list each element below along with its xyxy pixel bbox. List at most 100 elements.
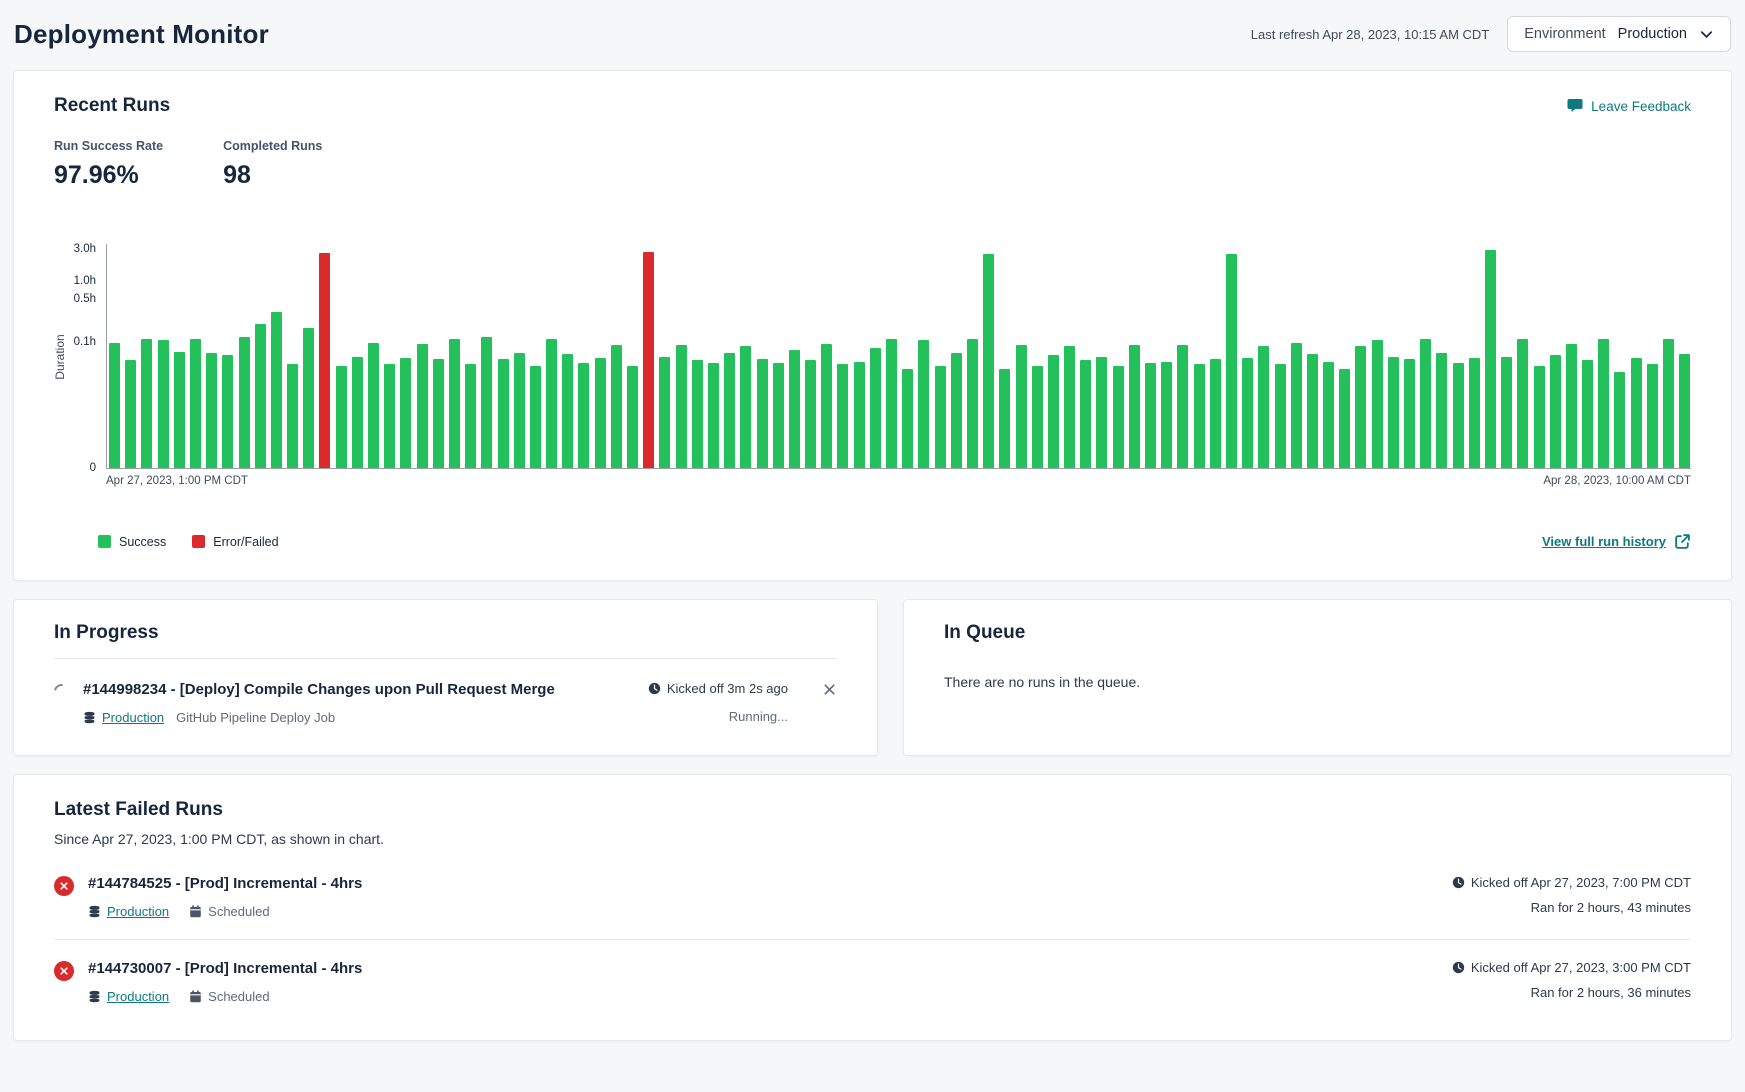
chart-bar-success[interactable] xyxy=(174,352,185,468)
chart-bar-success[interactable] xyxy=(1032,366,1043,468)
chart-bar-success[interactable] xyxy=(1275,364,1286,468)
chart-bar-success[interactable] xyxy=(724,353,735,468)
chart-bar-success[interactable] xyxy=(1485,250,1496,468)
chart-bar-success[interactable] xyxy=(1388,357,1399,468)
chart-bar-success[interactable] xyxy=(837,364,848,468)
chart-bar-success[interactable] xyxy=(1307,354,1318,468)
chart-bar-success[interactable] xyxy=(481,337,492,468)
chart-bar-success[interactable] xyxy=(255,324,266,468)
chart-bar-success[interactable] xyxy=(1129,345,1140,468)
chart-bar-success[interactable] xyxy=(773,363,784,468)
chart-bar-failed[interactable] xyxy=(319,253,330,468)
chart-bar-success[interactable] xyxy=(1080,360,1091,468)
chart-bar-success[interactable] xyxy=(1501,357,1512,468)
chart-bar-success[interactable] xyxy=(951,353,962,468)
chart-bar-success[interactable] xyxy=(659,357,670,468)
environment-link[interactable]: Production xyxy=(88,989,169,1004)
chart-bar-success[interactable] xyxy=(1048,355,1059,468)
chart-bar-success[interactable] xyxy=(158,340,169,468)
chart-bar-success[interactable] xyxy=(1550,355,1561,468)
chart-bar-success[interactable] xyxy=(789,350,800,468)
chart-bar-success[interactable] xyxy=(1534,366,1545,468)
chart-bar-success[interactable] xyxy=(546,339,557,468)
chart-bar-success[interactable] xyxy=(400,358,411,468)
chart-bar-success[interactable] xyxy=(757,359,768,468)
chart-bar-success[interactable] xyxy=(1453,363,1464,468)
chart-bar-success[interactable] xyxy=(336,366,347,468)
chart-bar-success[interactable] xyxy=(1113,366,1124,468)
chart-bar-success[interactable] xyxy=(562,354,573,468)
chart-bar-success[interactable] xyxy=(1631,358,1642,468)
dismiss-run-button[interactable] xyxy=(822,682,837,697)
leave-feedback-link[interactable]: Leave Feedback xyxy=(1567,98,1691,114)
chart-bar-success[interactable] xyxy=(1323,362,1334,468)
chart-bar-success[interactable] xyxy=(902,369,913,468)
chart-bar-success[interactable] xyxy=(1242,358,1253,468)
chart-bar-success[interactable] xyxy=(1177,345,1188,468)
chart-bar-success[interactable] xyxy=(141,339,152,468)
chart-bar-success[interactable] xyxy=(1064,346,1075,468)
chart-bar-success[interactable] xyxy=(498,359,509,468)
chart-bar-success[interactable] xyxy=(222,355,233,468)
chart-bar-success[interactable] xyxy=(1598,339,1609,468)
chart-bar-success[interactable] xyxy=(870,348,881,468)
chart-bar-success[interactable] xyxy=(676,345,687,468)
chart-bar-success[interactable] xyxy=(514,353,525,468)
chart-bar-success[interactable] xyxy=(1436,353,1447,468)
chart-bar-success[interactable] xyxy=(740,346,751,468)
chart-bar-success[interactable] xyxy=(578,363,589,468)
chart-bar-success[interactable] xyxy=(287,364,298,468)
chart-bar-success[interactable] xyxy=(1355,346,1366,468)
chart-bar-success[interactable] xyxy=(1469,358,1480,468)
environment-link[interactable]: Production xyxy=(88,904,169,919)
chart-bar-success[interactable] xyxy=(1663,339,1674,468)
chart-bar-success[interactable] xyxy=(692,360,703,468)
chart-bar-success[interactable] xyxy=(595,358,606,468)
chart-bar-success[interactable] xyxy=(611,345,622,468)
chart-bar-success[interactable] xyxy=(417,344,428,468)
chart-bar-success[interactable] xyxy=(708,363,719,468)
chart-bar-success[interactable] xyxy=(1226,254,1237,468)
chart-bar-success[interactable] xyxy=(805,360,816,468)
chart-bar-success[interactable] xyxy=(1339,369,1350,468)
chart-bar-success[interactable] xyxy=(109,343,120,468)
chart-bar-success[interactable] xyxy=(1016,345,1027,468)
chart-bar-success[interactable] xyxy=(1566,344,1577,468)
chart-bar-success[interactable] xyxy=(465,364,476,468)
chart-bar-success[interactable] xyxy=(352,357,363,468)
chart-bar-success[interactable] xyxy=(627,366,638,468)
chart-bar-success[interactable] xyxy=(271,312,282,468)
chart-bar-success[interactable] xyxy=(125,360,136,468)
environment-select[interactable]: Environment Production xyxy=(1507,16,1731,52)
chart-bar-success[interactable] xyxy=(206,353,217,468)
chart-bar-success[interactable] xyxy=(433,359,444,468)
chart-bar-success[interactable] xyxy=(1194,364,1205,468)
chart-bar-success[interactable] xyxy=(1420,339,1431,468)
chart-bar-success[interactable] xyxy=(239,337,250,468)
chart-bar-success[interactable] xyxy=(449,339,460,468)
chart-bar-success[interactable] xyxy=(1614,372,1625,468)
chart-bar-success[interactable] xyxy=(190,339,201,468)
chart-bar-success[interactable] xyxy=(999,369,1010,468)
chart-bar-success[interactable] xyxy=(303,328,314,468)
chart-bar-success[interactable] xyxy=(1145,363,1156,468)
chart-bar-success[interactable] xyxy=(967,339,978,468)
chart-bar-success[interactable] xyxy=(918,340,929,468)
chart-bar-failed[interactable] xyxy=(643,252,654,468)
chart-bar-success[interactable] xyxy=(1582,360,1593,468)
chart-bar-success[interactable] xyxy=(1161,362,1172,468)
chart-bar-success[interactable] xyxy=(1291,343,1302,468)
chart-bar-success[interactable] xyxy=(368,343,379,468)
chart-bar-success[interactable] xyxy=(886,339,897,468)
chart-bar-success[interactable] xyxy=(1210,359,1221,468)
chart-bar-success[interactable] xyxy=(935,366,946,468)
chart-bar-success[interactable] xyxy=(1679,354,1690,468)
view-full-run-history-link[interactable]: View full run history xyxy=(1542,533,1691,550)
chart-bar-success[interactable] xyxy=(1372,340,1383,468)
chart-bar-success[interactable] xyxy=(384,364,395,468)
environment-link[interactable]: Production xyxy=(83,710,164,725)
chart-bar-success[interactable] xyxy=(1096,357,1107,468)
chart-bar-success[interactable] xyxy=(1258,346,1269,468)
chart-bar-success[interactable] xyxy=(983,254,994,468)
chart-bar-success[interactable] xyxy=(530,366,541,468)
